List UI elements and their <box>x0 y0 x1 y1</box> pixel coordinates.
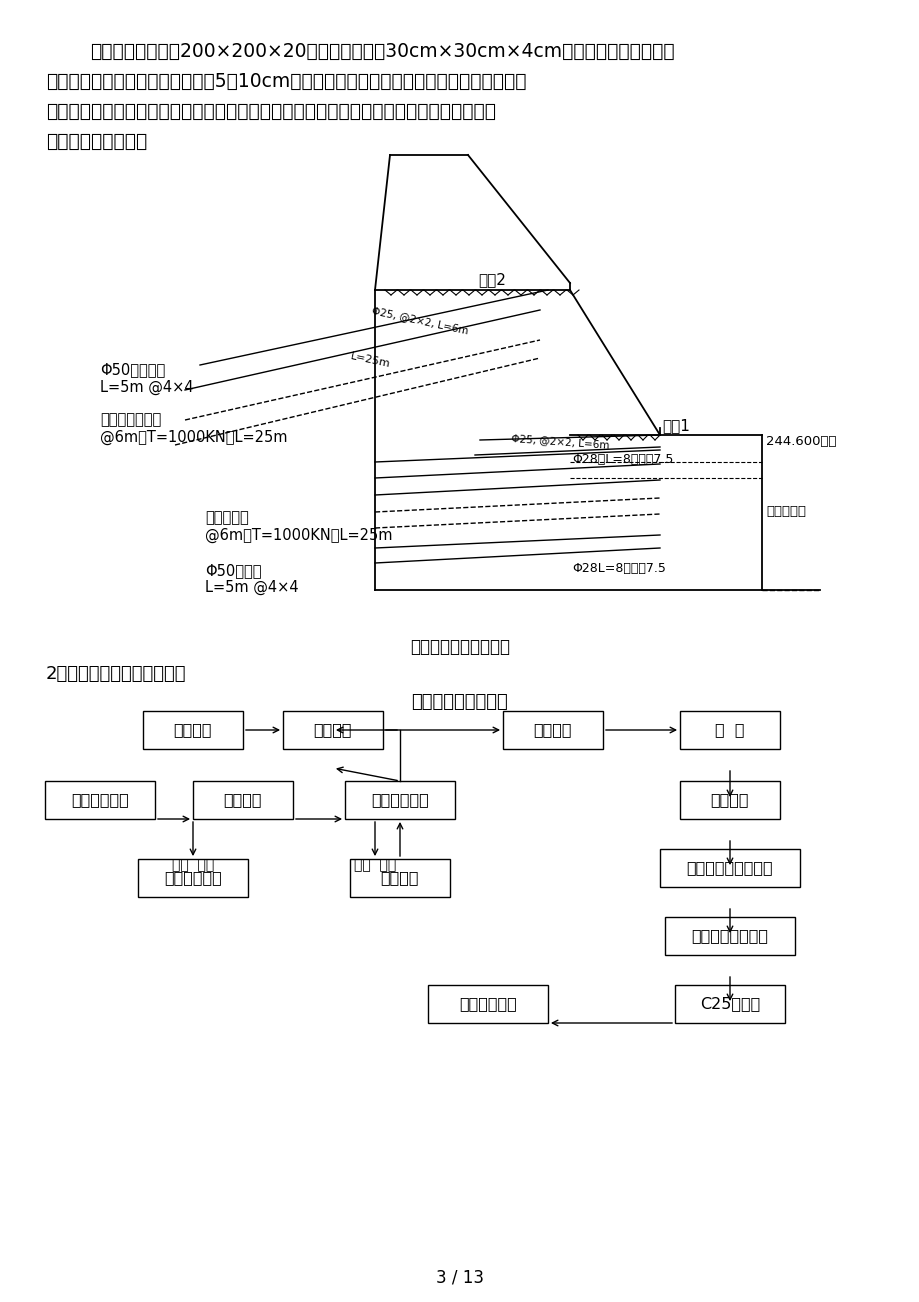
Bar <box>45 781 154 819</box>
Text: 随机预应力锚索: 随机预应力锚索 <box>100 411 161 427</box>
Bar <box>679 711 779 749</box>
Bar <box>283 711 382 749</box>
Text: 锄索灌浆后，从锄具量起，留出长5～10cm钐给线，多余部分截去，然后用水泥净浆注满锄: 锄索灌浆后，从锄具量起，留出长5～10cm钐给线，多余部分截去，然后用水泥净浆注… <box>46 72 526 91</box>
Bar <box>349 859 449 897</box>
Text: Φ25, @2×2, L=6m: Φ25, @2×2, L=6m <box>370 305 469 335</box>
Text: L=5m @4×4: L=5m @4×4 <box>100 380 193 396</box>
Text: 修坡、测孔位: 修坡、测孔位 <box>71 793 129 807</box>
Text: 索分布示意图如下：: 索分布示意图如下： <box>46 132 147 151</box>
Text: 244.600高程: 244.600高程 <box>766 435 835 448</box>
Text: 锄索安装: 锄索安装 <box>533 723 572 737</box>
Text: 封孔注浆: 封孔注浆 <box>710 793 748 807</box>
Bar <box>675 986 784 1023</box>
Text: 地质  破碎: 地质 破碎 <box>354 858 396 872</box>
Text: 3 / 13: 3 / 13 <box>436 1268 483 1286</box>
Text: 注  浆: 注 浆 <box>714 723 744 737</box>
Text: L=5m @4×4: L=5m @4×4 <box>205 579 299 595</box>
Bar <box>659 849 800 887</box>
Text: @6m，T=1000KN，L=25m: @6m，T=1000KN，L=25m <box>100 430 288 445</box>
Bar <box>193 781 292 819</box>
Text: 2）、施工工艺流程如下所示: 2）、施工工艺流程如下所示 <box>46 665 187 684</box>
Bar <box>427 986 548 1023</box>
Text: 固结灌浆: 固结灌浆 <box>380 871 419 885</box>
Bar <box>142 711 243 749</box>
Text: Φ50斜孔排水: Φ50斜孔排水 <box>100 362 165 378</box>
Text: L=25m: L=25m <box>348 350 391 368</box>
Text: @6m，T=1000KN，L=25m: @6m，T=1000KN，L=25m <box>205 529 392 543</box>
Text: Φ25, @2×2, L=6m: Φ25, @2×2, L=6m <box>510 434 608 450</box>
Text: C25砂封锄: C25砂封锄 <box>699 996 759 1012</box>
Bar <box>679 781 779 819</box>
Text: Φ50排水孔: Φ50排水孔 <box>205 562 261 578</box>
Text: Φ28，L=8，入岩7.5: Φ28，L=8，入岩7.5 <box>572 453 673 466</box>
Text: 马道2: 马道2 <box>478 272 505 286</box>
Text: 保护钐罩安装: 保护钐罩安装 <box>459 996 516 1012</box>
Text: 马道1: 马道1 <box>662 418 689 434</box>
Bar <box>345 781 455 819</box>
Text: 张拉、锁定、补浆: 张拉、锁定、补浆 <box>691 928 767 944</box>
Text: 预应力锚索: 预应力锚索 <box>205 510 248 525</box>
Text: 贴坡混凝土: 贴坡混凝土 <box>766 505 805 518</box>
Text: 锄索编制: 锄索编制 <box>313 723 352 737</box>
Text: 浇筑锄墓、锄具安装: 浇筑锄墓、锄具安装 <box>686 861 773 875</box>
Text: 坡面调查: 坡面调查 <box>223 793 262 807</box>
Text: 锄墓下钐垫板尺寸200×200×20，上钐垫板尺寸30cm×30cm×4cm，数量与锄索相匹配，: 锄墓下钐垫板尺寸200×200×20，上钐垫板尺寸30cm×30cm×4cm，数… <box>90 42 674 61</box>
Text: 定孔位、钒孔: 定孔位、钒孔 <box>370 793 428 807</box>
Text: 垫板与锄头各部分空隙，最后用保护钐罩对锄头采取保护，防止锈蚀和兼顾美观，预应力锄: 垫板与锄头各部分空隙，最后用保护钐罩对锄头采取保护，防止锈蚀和兼顾美观，预应力锄 <box>46 102 495 121</box>
Bar <box>138 859 248 897</box>
Bar <box>503 711 602 749</box>
Text: 预应力锄索分布示意图: 预应力锄索分布示意图 <box>410 638 509 656</box>
Text: Φ28L=8，入岩7.5: Φ28L=8，入岩7.5 <box>572 562 665 575</box>
Text: 锄索加工: 锄索加工 <box>174 723 212 737</box>
Text: 地质  较差: 地质 较差 <box>172 858 214 872</box>
Bar <box>664 917 794 954</box>
Text: 孔口缺陷处理: 孔口缺陷处理 <box>164 871 221 885</box>
Text: 锄索施工工艺流程图: 锄索施工工艺流程图 <box>411 693 508 711</box>
